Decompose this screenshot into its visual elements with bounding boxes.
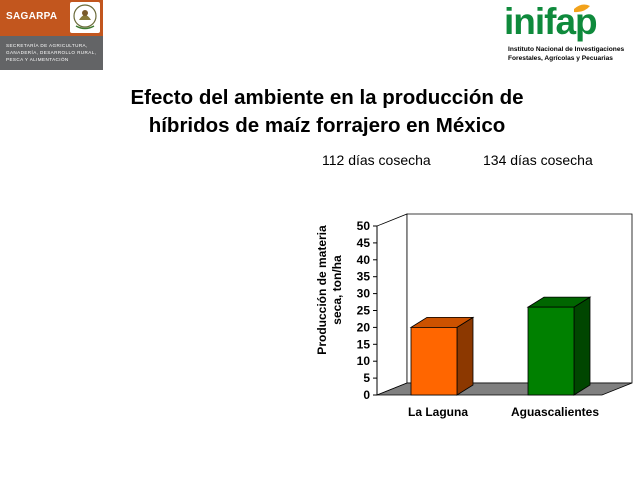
y-tick-label: 45 (357, 236, 371, 250)
sagarpa-name: SAGARPA (6, 11, 58, 22)
y-tick-label: 35 (357, 270, 371, 284)
y-tick-label: 40 (357, 253, 371, 267)
x-tick-label: La Laguna (408, 405, 468, 419)
inifap-name-line1: Instituto Nacional de Investigaciones (508, 46, 625, 53)
label-laguna-harvest: 112 días cosecha (322, 152, 431, 168)
slide-title-line2: híbridos de maíz forrajero en México (148, 114, 506, 137)
sagarpa-subtitle-band: SECRETARÍA DE AGRICULTURA, GANADERÍA, DE… (0, 36, 103, 70)
inifap-logo: inifap Instituto Nacional de Investigaci… (498, 0, 638, 80)
y-tick-label: 20 (357, 320, 371, 334)
sagarpa-logo-band: SAGARPA (0, 0, 103, 36)
sagarpa-logo: SAGARPA SECRETARÍA DE AGRICULTURA, GANAD… (0, 0, 103, 70)
y-tick-label: 50 (357, 219, 371, 233)
y-tick-label: 15 (357, 337, 371, 351)
label-aguascalientes-harvest: 134 días cosecha (483, 152, 593, 168)
y-tick-label: 30 (357, 287, 371, 301)
inifap-name-line2: Forestales, Agrícolas y Pecuarias (508, 55, 613, 62)
y-tick-label: 25 (357, 304, 371, 318)
y-tick-label: 5 (363, 371, 370, 385)
y-tick-label: 0 (363, 388, 370, 402)
x-tick-label: Aguascalientes (511, 405, 599, 419)
bar-side (456, 316, 474, 396)
sagarpa-subtitle: SECRETARÍA DE AGRICULTURA, GANADERÍA, DE… (6, 43, 97, 62)
slide-title: Efecto del ambiente en la producción de … (78, 84, 576, 140)
bar (527, 306, 575, 396)
national-seal-icon (70, 2, 100, 33)
bar-side (573, 296, 591, 396)
slide-title-line1: Efecto del ambiente en la producción de (130, 86, 524, 109)
leaf-icon (574, 4, 590, 13)
bar (410, 326, 458, 396)
chart-side-wall (376, 213, 408, 396)
inifap-institute-name: Instituto Nacional de Investigaciones Fo… (508, 45, 624, 63)
y-tick-label: 10 (357, 354, 371, 368)
